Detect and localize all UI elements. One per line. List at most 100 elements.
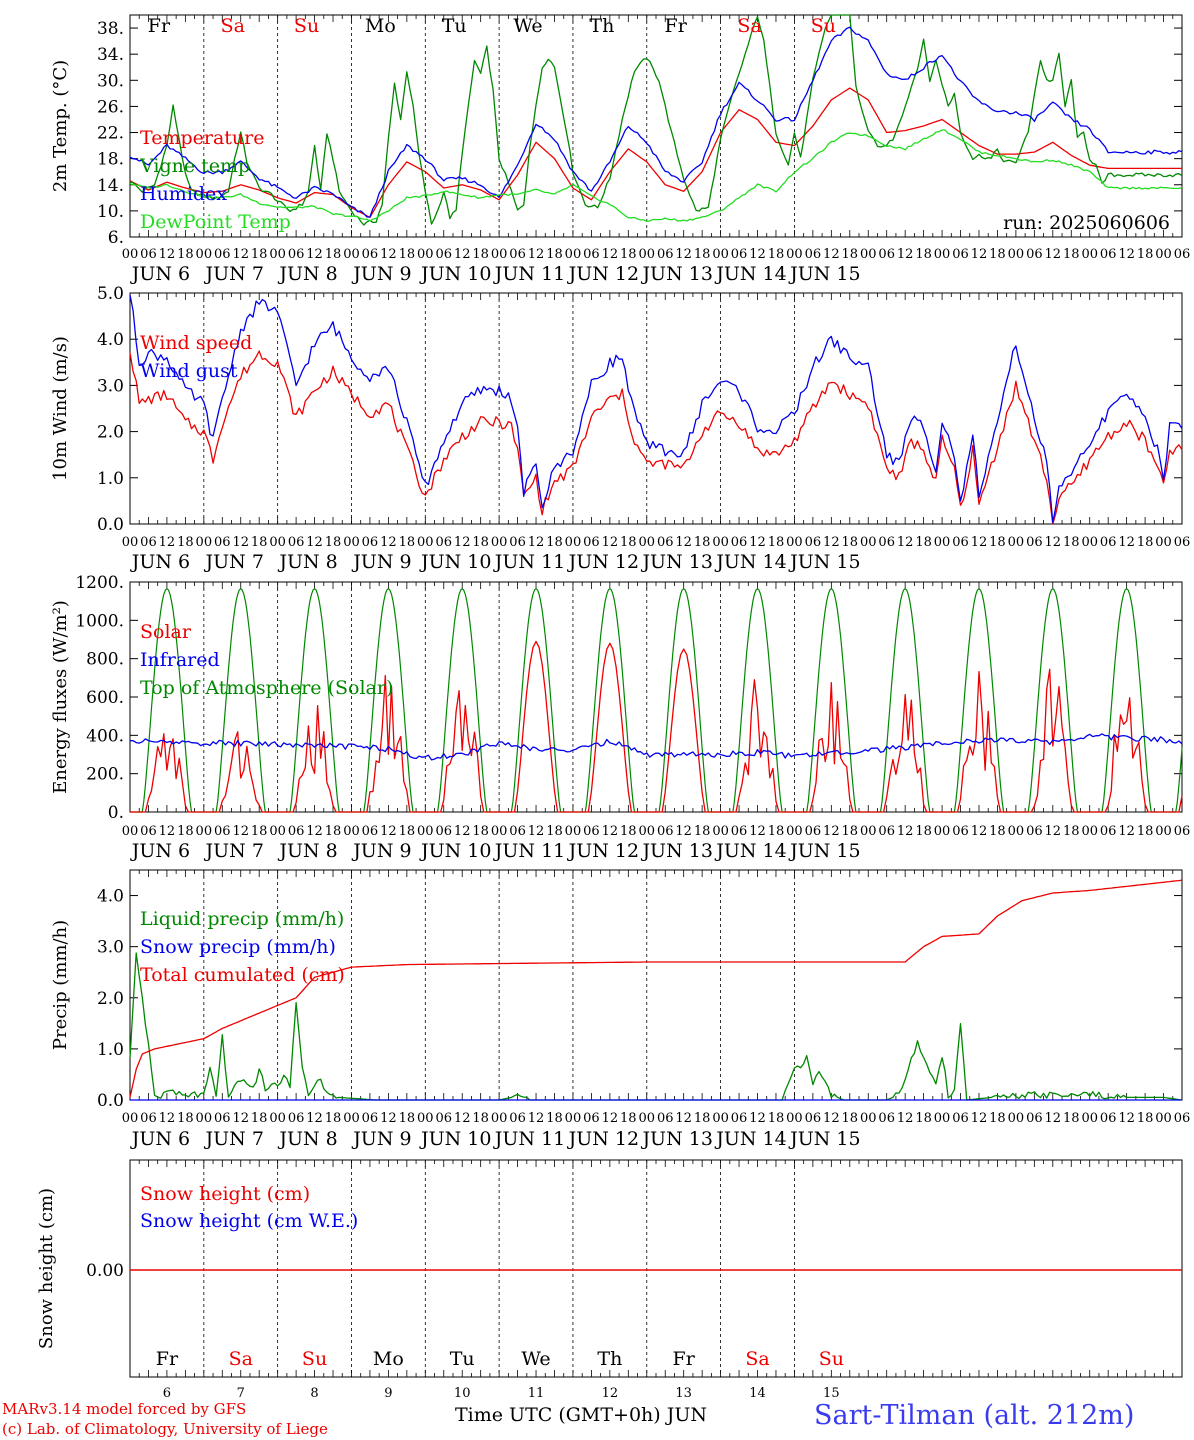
y-axis-label: Snow height (cm) xyxy=(36,1188,57,1349)
legend-entry: Snow height (cm) xyxy=(140,1183,310,1205)
hour-tick-label: 00 xyxy=(417,1111,434,1126)
hour-tick-label: 00 xyxy=(1155,1111,1172,1126)
hour-tick-label: 00 xyxy=(786,247,803,262)
weekday-label: Su xyxy=(811,15,836,37)
hour-tick-label: 18 xyxy=(399,1111,416,1126)
day-number: 14 xyxy=(749,1386,766,1401)
hour-tick-label: 12 xyxy=(306,535,323,550)
y-axis-label: Energy fluxes (W/m²) xyxy=(50,600,71,794)
y-tick-label: 14. xyxy=(97,176,124,196)
hour-tick-label: 18 xyxy=(251,824,268,839)
hour-tick-label: 00 xyxy=(491,535,508,550)
hour-tick-label: 12 xyxy=(675,535,692,550)
day-label: JUN 10 xyxy=(419,263,491,285)
day-label: JUN 7 xyxy=(204,1128,264,1150)
hour-tick-label: 00 xyxy=(343,1111,360,1126)
hour-tick-label: 00 xyxy=(122,535,139,550)
hour-tick-label: 00 xyxy=(565,1111,582,1126)
day-label: JUN 6 xyxy=(130,551,190,573)
hour-tick-label: 06 xyxy=(805,535,822,550)
weekday-label: Fr xyxy=(665,15,688,37)
hour-tick-label: 12 xyxy=(306,1111,323,1126)
hour-tick-label: 12 xyxy=(232,1111,249,1126)
day-number: 10 xyxy=(454,1386,471,1401)
hour-tick-label: 06 xyxy=(214,824,231,839)
hour-tick-label: 18 xyxy=(1137,535,1154,550)
series-dewpoint-temp xyxy=(129,129,1183,222)
hour-tick-label: 00 xyxy=(196,1111,213,1126)
hour-tick-label: 12 xyxy=(528,824,545,839)
model-credit: MARv3.14 model forced by GFS xyxy=(2,1400,247,1418)
y-tick-label: 5.0 xyxy=(97,284,124,304)
hour-tick-label: 06 xyxy=(362,824,379,839)
day-number: 9 xyxy=(384,1386,392,1401)
legend-entry: Wind speed xyxy=(140,332,252,354)
hour-tick-label: 18 xyxy=(251,1111,268,1126)
hour-tick-label: 06 xyxy=(731,1111,748,1126)
hour-tick-label: 18 xyxy=(177,1111,194,1126)
hour-tick-label: 00 xyxy=(1008,824,1025,839)
hour-tick-label: 12 xyxy=(971,1111,988,1126)
hour-tick-label: 12 xyxy=(675,824,692,839)
hour-tick-label: 00 xyxy=(934,1111,951,1126)
hour-tick-label: 00 xyxy=(269,535,286,550)
hour-tick-label: 06 xyxy=(731,535,748,550)
y-tick-label: 26. xyxy=(97,97,124,117)
hour-tick-label: 12 xyxy=(602,535,619,550)
hour-tick-label: 18 xyxy=(1063,535,1080,550)
hour-tick-label: 18 xyxy=(546,535,563,550)
day-number: 13 xyxy=(675,1386,692,1401)
hour-tick-label: 12 xyxy=(749,247,766,262)
hour-tick-label: 06 xyxy=(583,247,600,262)
hour-tick-label: 06 xyxy=(509,1111,526,1126)
hour-tick-label: 18 xyxy=(177,824,194,839)
hour-tick-label: 00 xyxy=(1081,247,1098,262)
day-label: JUN 15 xyxy=(788,551,860,573)
hour-tick-label: 06 xyxy=(435,1111,452,1126)
series-infrared xyxy=(130,733,1183,761)
hour-tick-label: 00 xyxy=(712,824,729,839)
hour-tick-label: 00 xyxy=(1155,824,1172,839)
hour-tick-label: 06 xyxy=(1026,1111,1043,1126)
hour-tick-label: 00 xyxy=(491,1111,508,1126)
day-label: JUN 11 xyxy=(493,1128,565,1150)
hour-tick-label: 00 xyxy=(417,824,434,839)
legend-entry: Snow precip (mm/h) xyxy=(140,936,336,958)
hour-tick-label: 12 xyxy=(1045,535,1062,550)
day-number: 11 xyxy=(528,1386,545,1401)
hour-tick-label: 18 xyxy=(768,247,785,262)
hour-tick-label: 00 xyxy=(934,535,951,550)
hour-tick-label: 06 xyxy=(657,824,674,839)
hour-tick-label: 00 xyxy=(1081,824,1098,839)
hour-tick-label: 18 xyxy=(620,247,637,262)
hour-tick-label: 06 xyxy=(1100,824,1117,839)
hour-tick-label: 18 xyxy=(472,247,489,262)
hour-tick-label: 18 xyxy=(399,247,416,262)
day-label: JUN 9 xyxy=(351,1128,411,1150)
day-label: JUN 12 xyxy=(567,840,639,862)
hour-tick-label: 00 xyxy=(269,1111,286,1126)
weekday-label: Su xyxy=(294,15,319,37)
y-tick-label: 0.0 xyxy=(97,515,124,535)
hour-tick-label: 06 xyxy=(509,824,526,839)
hour-tick-label: 06 xyxy=(288,1111,305,1126)
hour-tick-label: 12 xyxy=(602,1111,619,1126)
day-label: JUN 8 xyxy=(277,840,337,862)
series-toa-solar xyxy=(130,588,1183,813)
y-tick-label: 600. xyxy=(86,688,124,708)
day-label: JUN 11 xyxy=(493,551,565,573)
day-label: JUN 10 xyxy=(419,840,491,862)
hour-tick-label: 06 xyxy=(878,247,895,262)
hour-tick-label: 12 xyxy=(380,247,397,262)
hour-tick-label: 06 xyxy=(362,247,379,262)
hour-tick-label: 06 xyxy=(1100,535,1117,550)
hour-tick-label: 00 xyxy=(1155,247,1172,262)
series-vigne-temp xyxy=(129,14,1183,226)
series-temperature xyxy=(129,87,1182,219)
day-number: 8 xyxy=(310,1386,318,1401)
day-label: JUN 11 xyxy=(493,263,565,285)
hour-tick-label: 18 xyxy=(915,824,932,839)
hour-tick-label: 06 xyxy=(878,535,895,550)
hour-tick-label: 12 xyxy=(749,824,766,839)
